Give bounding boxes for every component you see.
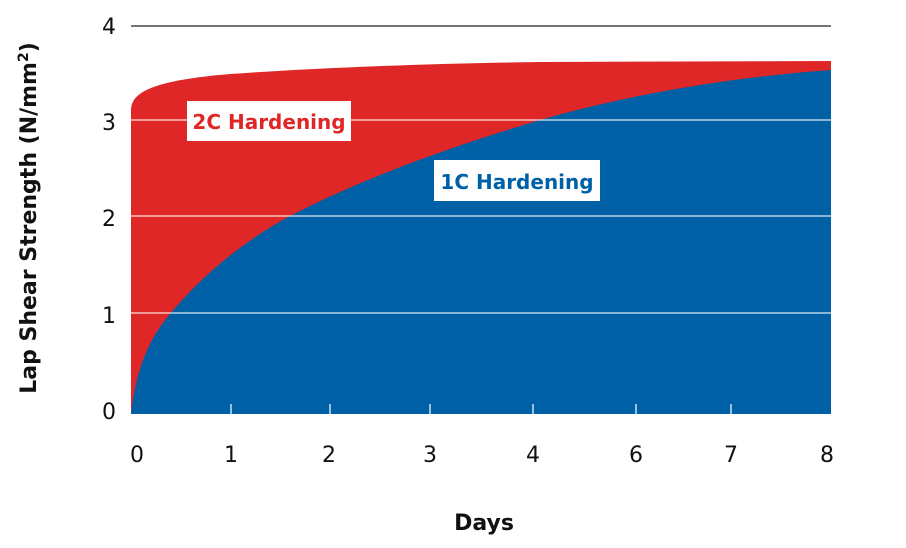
- y-tick: 0: [102, 400, 116, 425]
- y-axis-ticks: 4 3 2 1 0: [102, 15, 116, 425]
- y-tick: 1: [102, 304, 116, 329]
- x-axis-ticks: 0 1 2 3 4 6 7 8: [130, 443, 834, 468]
- x-tick: 3: [423, 443, 437, 468]
- svg-text:1C Hardening: 1C Hardening: [440, 170, 593, 194]
- x-tick: 6: [629, 443, 643, 468]
- label-1c-hardening: 1C Hardening: [434, 160, 600, 201]
- label-2c-hardening: 2C Hardening: [187, 101, 351, 141]
- x-tick: 0: [130, 443, 144, 468]
- area-1c-hardening: [131, 70, 831, 414]
- x-tick: 1: [224, 443, 238, 468]
- x-tick: 4: [526, 443, 540, 468]
- y-axis-title: Lap Shear Strength (N/mm2): [16, 42, 42, 394]
- x-tick: 8: [820, 443, 834, 468]
- x-tick: 2: [322, 443, 336, 468]
- svg-text:2C Hardening: 2C Hardening: [192, 110, 345, 134]
- y-tick: 2: [102, 207, 116, 232]
- x-tick: 7: [724, 443, 738, 468]
- x-tick-marks: [230, 404, 732, 414]
- x-axis-title: Days: [454, 511, 514, 536]
- y-tick: 3: [102, 111, 116, 136]
- y-tick: 4: [102, 15, 116, 40]
